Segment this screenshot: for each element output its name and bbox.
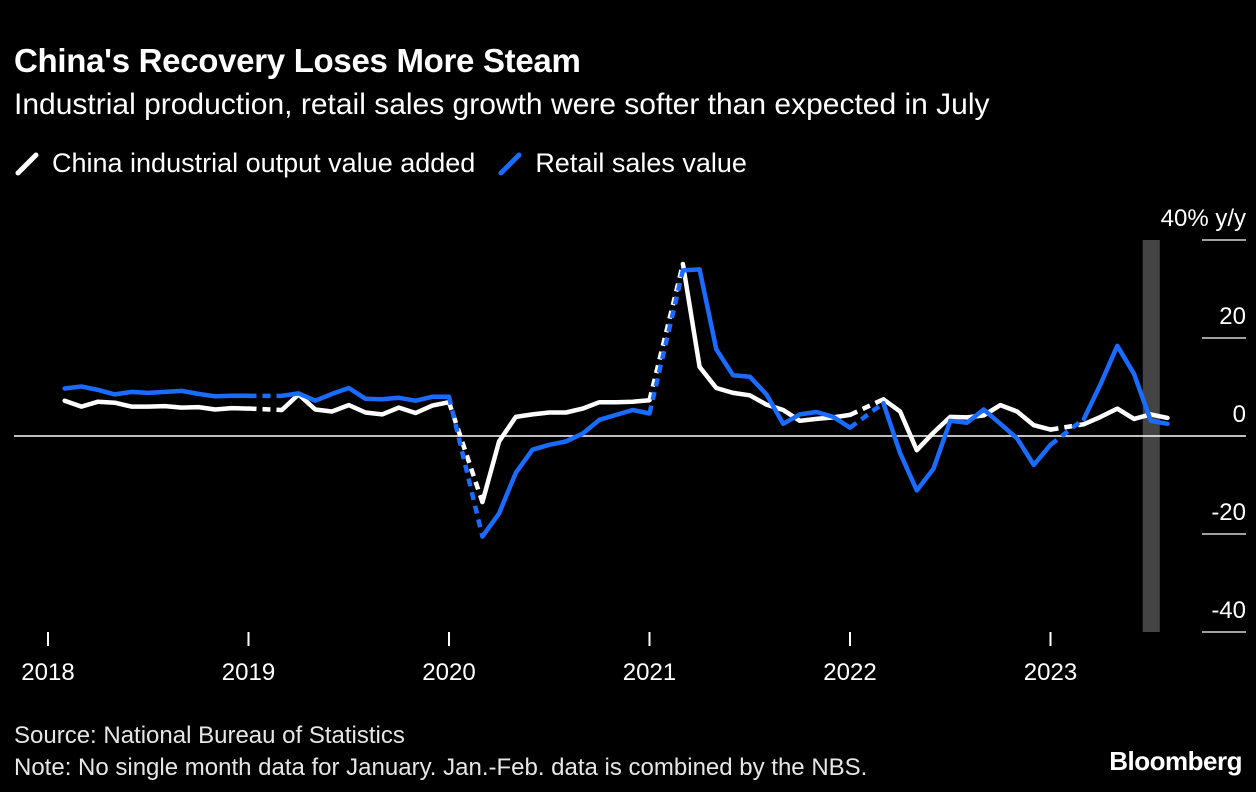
y-tick-label: 20: [1219, 303, 1246, 330]
chart-title: China's Recovery Loses More Steam: [14, 42, 581, 79]
legend-item-retail: Retail sales value: [497, 148, 747, 179]
series-bridge-industrial: [849, 397, 885, 417]
series-line-industrial: [279, 392, 452, 417]
brand-logo: Bloomberg: [1109, 746, 1242, 776]
series-line-retail: [881, 400, 1053, 493]
legend-swatch-industrial: [15, 152, 39, 175]
chart-subtitle: Industrial production, retail sales grow…: [14, 88, 990, 121]
legend-label-industrial: China industrial output value added: [52, 148, 476, 178]
series-line-retail: [480, 407, 652, 539]
series-bridge-retail: [446, 396, 485, 537]
legend-swatch-retail: [498, 152, 522, 175]
y-tick-label: 0: [1233, 401, 1246, 428]
series-line-industrial: [62, 398, 251, 412]
series-line-industrial: [480, 397, 652, 505]
x-tick-label: 2022: [823, 659, 876, 686]
series-line-industrial: [881, 397, 1053, 453]
series-bridge-industrial: [446, 401, 485, 503]
series-line-retail: [680, 267, 853, 430]
legend: China industrial output value added Reta…: [14, 148, 769, 179]
x-tick-label: 2019: [222, 659, 275, 686]
y-tick-label: -40: [1211, 597, 1246, 624]
x-tick-label: 2018: [21, 659, 74, 686]
series-line-retail: [279, 385, 452, 403]
series-line-retail: [1081, 343, 1170, 427]
legend-item-industrial: China industrial output value added: [14, 148, 475, 179]
y-tick-label: 40% y/y: [1161, 205, 1246, 232]
series-line-retail: [62, 384, 251, 399]
series-line-industrial: [1081, 406, 1170, 427]
y-tick-label: -20: [1211, 499, 1246, 526]
x-tick-label: 2021: [623, 659, 676, 686]
series-bridge-industrial: [248, 406, 283, 413]
series-line-industrial: [680, 261, 853, 424]
series-bridge-retail: [1049, 417, 1086, 447]
footnote: Note: No single month data for January. …: [14, 754, 868, 781]
x-tick-label: 2020: [422, 659, 475, 686]
legend-label-retail: Retail sales value: [535, 148, 747, 178]
series-bridge-retail: [647, 269, 686, 414]
source-note: Source: National Bureau of Statistics: [14, 722, 405, 749]
series-bridge-retail: [848, 401, 885, 430]
x-tick-label: 2023: [1024, 659, 1077, 686]
